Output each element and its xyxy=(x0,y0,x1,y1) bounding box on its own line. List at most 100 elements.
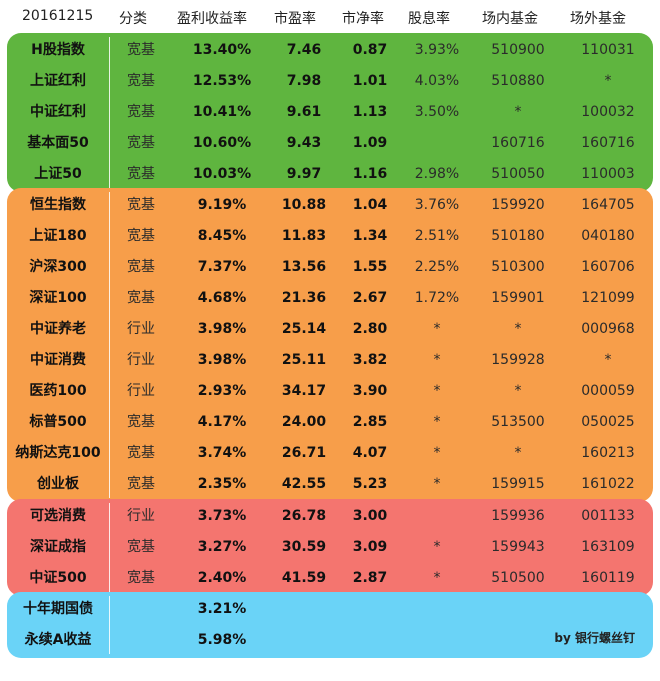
row-exchange-fund: 513500 xyxy=(491,414,545,430)
row-dividend xyxy=(401,625,473,656)
row-dividend: * xyxy=(433,539,441,555)
row-dividend: * xyxy=(433,570,441,586)
row-yield: 3.73% xyxy=(197,508,247,524)
row-dividend xyxy=(401,128,473,159)
row-name: 中证消费 xyxy=(30,352,86,368)
row-dividend: 3.76% xyxy=(414,197,460,213)
row-otc-fund: 121099 xyxy=(581,290,635,306)
row-dividend: * xyxy=(433,414,441,430)
row-category: 宽基 xyxy=(127,197,155,213)
row-pb: 1.09 xyxy=(352,135,388,151)
row-pb: 1.55 xyxy=(352,259,388,275)
table-row: 上证50 宽基 10.03% 9.97 1.16 2.98% 510050 110003 xyxy=(7,159,653,190)
row-name: 上证红利 xyxy=(30,73,86,89)
group-block: 恒生指数 宽基 9.19% 10.88 1.04 3.76% 159920 164705 上证1… xyxy=(7,188,653,502)
row-pb: 2.80 xyxy=(352,321,388,337)
row-pe: 25.14 xyxy=(281,321,327,337)
row-pe: 13.56 xyxy=(281,259,327,275)
row-pe: 9.43 xyxy=(286,135,322,151)
row-name: 基本面50 xyxy=(27,135,89,151)
row-pe: 7.98 xyxy=(286,73,322,89)
row-yield: 2.35% xyxy=(197,476,247,492)
row-pb: 2.67 xyxy=(352,290,388,306)
row-name: 中证养老 xyxy=(30,321,86,337)
row-otc-fund: 050025 xyxy=(581,414,635,430)
row-exchange-fund: 160716 xyxy=(491,135,545,151)
row-name: 创业板 xyxy=(37,476,79,492)
row-yield: 3.98% xyxy=(197,321,247,337)
row-pb: 2.85 xyxy=(352,414,388,430)
row-dividend: 2.25% xyxy=(414,259,460,275)
row-category: 宽基 xyxy=(127,73,155,89)
row-otc-fund xyxy=(563,594,653,625)
table-row: 中证养老 行业 3.98% 25.14 2.80 * * 000968 xyxy=(7,314,653,345)
row-category: 宽基 xyxy=(127,42,155,58)
row-pb: 0.87 xyxy=(352,42,388,58)
row-exchange-fund: 510300 xyxy=(491,259,545,275)
row-exchange-fund: * xyxy=(514,321,522,337)
row-yield: 3.21% xyxy=(197,601,247,617)
group-block: 可选消费 行业 3.73% 26.78 3.00 159936 001133 深证成指 宽基 3.… xyxy=(7,499,653,596)
row-otc-fund: 160706 xyxy=(581,259,635,275)
row-otc-fund: 110003 xyxy=(581,166,635,182)
row-pe: 21.36 xyxy=(281,290,327,306)
row-yield: 8.45% xyxy=(197,228,247,244)
table-row: 基本面50 宽基 10.60% 9.43 1.09 160716 160716 xyxy=(7,128,653,159)
header-pb: 市净率 xyxy=(342,11,384,27)
row-otc-fund: 110031 xyxy=(581,42,635,58)
row-name: 深证100 xyxy=(29,290,87,306)
row-pe: 10.88 xyxy=(281,197,327,213)
row-pe: 34.17 xyxy=(281,383,327,399)
row-otc-fund: 160716 xyxy=(581,135,635,151)
row-pb: 3.09 xyxy=(352,539,388,555)
row-pb: 3.82 xyxy=(352,352,388,368)
row-pb: 1.13 xyxy=(352,104,388,120)
table-row: 上证180 宽基 8.45% 11.83 1.34 2.51% 510180 040180 xyxy=(7,221,653,252)
table-row: 中证消费 行业 3.98% 25.11 3.82 * 159928 * xyxy=(7,345,653,376)
row-category: 宽基 xyxy=(127,570,155,586)
row-category: 宽基 xyxy=(127,445,155,461)
row-name: 标普500 xyxy=(29,414,87,430)
table-row: 沪深300 宽基 7.37% 13.56 1.55 2.25% 510300 160706 xyxy=(7,252,653,283)
row-name: 深证成指 xyxy=(30,539,86,555)
table-row: 永续A收益 5.98% xyxy=(7,625,653,656)
row-category: 宽基 xyxy=(127,104,155,120)
table-header: 20161215 分类 盈利收益率 市盈率 市净率 股息率 场内基金 场外基金 xyxy=(0,0,660,34)
row-yield: 5.98% xyxy=(197,632,247,648)
row-exchange-fund: 510500 xyxy=(491,570,545,586)
row-dividend: 4.03% xyxy=(414,73,460,89)
row-yield: 10.03% xyxy=(192,166,252,182)
row-dividend: 3.93% xyxy=(414,42,460,58)
table-row: 标普500 宽基 4.17% 24.00 2.85 * 513500 050025 xyxy=(7,407,653,438)
row-pe: 30.59 xyxy=(281,539,327,555)
row-name: 中证红利 xyxy=(30,104,86,120)
row-otc-fund: 164705 xyxy=(581,197,635,213)
row-pb: 2.87 xyxy=(352,570,388,586)
row-exchange-fund: * xyxy=(514,445,522,461)
column-divider xyxy=(109,192,110,498)
row-name: 恒生指数 xyxy=(30,197,86,213)
table-row: 医药100 行业 2.93% 34.17 3.90 * * 000059 xyxy=(7,376,653,407)
row-dividend: 2.51% xyxy=(414,228,460,244)
row-name: 十年期国债 xyxy=(23,601,93,617)
row-category: 宽基 xyxy=(127,290,155,306)
row-category: 宽基 xyxy=(127,539,155,555)
row-yield: 2.40% xyxy=(197,570,247,586)
row-exchange-fund: 159920 xyxy=(491,197,545,213)
row-pb: 1.16 xyxy=(352,166,388,182)
row-exchange-fund: 159901 xyxy=(491,290,545,306)
row-otc-fund: 001133 xyxy=(581,508,635,524)
row-category xyxy=(117,594,165,625)
row-exchange-fund xyxy=(473,625,563,656)
column-divider xyxy=(109,596,110,654)
row-pe: 24.00 xyxy=(281,414,327,430)
row-pb: 1.04 xyxy=(352,197,388,213)
row-pe: 9.61 xyxy=(286,104,322,120)
row-pb: 5.23 xyxy=(352,476,388,492)
table-row: 中证红利 宽基 10.41% 9.61 1.13 3.50% * 100032 xyxy=(7,97,653,128)
header-otc-fund: 场外基金 xyxy=(570,11,626,27)
table-row: 十年期国债 3.21% xyxy=(7,594,653,625)
row-yield: 3.74% xyxy=(197,445,247,461)
row-dividend: 3.50% xyxy=(414,104,460,120)
row-name: 医药100 xyxy=(29,383,87,399)
